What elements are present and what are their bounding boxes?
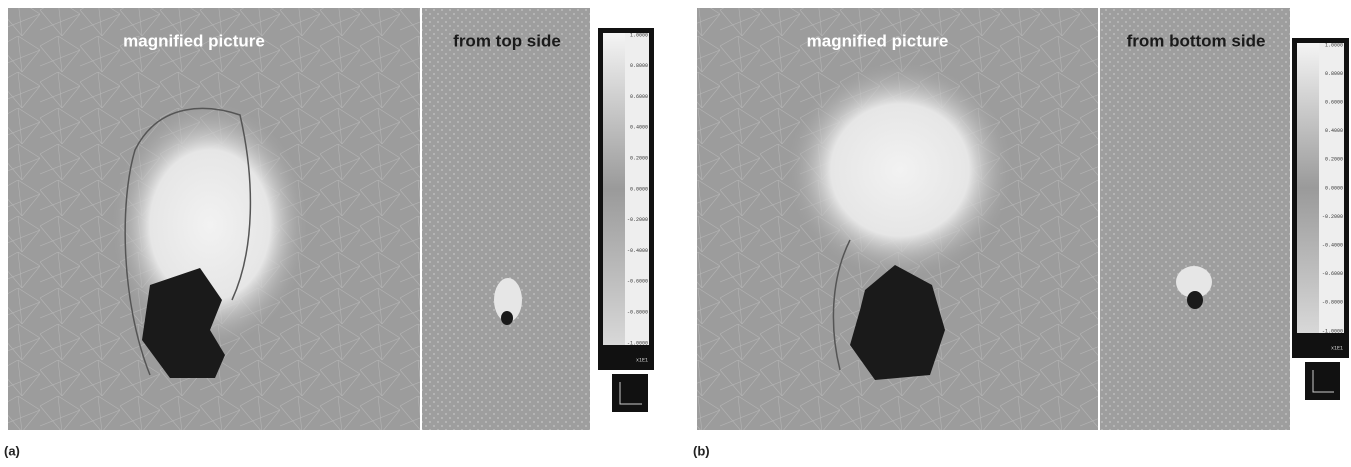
- mesh-image-right: [422, 8, 590, 430]
- colorbar-tick-label: -0.6000: [627, 279, 648, 285]
- colorbar-tick-label: -1.0000: [1322, 328, 1343, 334]
- stress-region: [785, 60, 1015, 280]
- colorbar-tick-label: -0.8000: [627, 310, 648, 316]
- damaged-region-small: [501, 311, 513, 325]
- colorbar-gradient: [603, 33, 625, 345]
- colorbar-tick-label: 0.0000: [1325, 185, 1343, 191]
- right-caption: from bottom side: [1127, 31, 1266, 50]
- axis-icon: [1305, 362, 1340, 400]
- colorbar-tick-label: -0.6000: [1322, 271, 1343, 277]
- colorbar-tick-label: 1.0000: [1325, 42, 1343, 48]
- colorbar-exponent: x1E1: [1331, 345, 1343, 351]
- colorbar-tick-label: -1.0000: [627, 340, 648, 346]
- colorbar-tick-label: 0.6000: [1325, 100, 1343, 106]
- damaged-region-small: [1187, 291, 1203, 309]
- colorbar-tick-label: -0.4000: [1322, 243, 1343, 249]
- colorbar-tick-label: -0.2000: [1322, 214, 1343, 220]
- colorbar-tick-label: -0.2000: [627, 217, 648, 223]
- colorbar-tick-label: 1.0000: [630, 32, 648, 38]
- colorbar-exponent: x1E1: [636, 357, 648, 363]
- colorbar-tick-label: 0.0000: [630, 186, 648, 192]
- colorbar-tick-label: 0.4000: [630, 125, 648, 131]
- colorbar-tick-label: -0.8000: [1322, 300, 1343, 306]
- figure: magnified picture from top side 1.0000 0.80…: [0, 0, 1351, 462]
- right-caption: from top side: [453, 31, 561, 50]
- left-caption: magnified picture: [807, 31, 949, 50]
- panel: magnified picture from bottom side 1.0000 0…: [693, 8, 1349, 458]
- colorbar-tick-label: 0.2000: [630, 156, 648, 162]
- mesh-image-right: [1100, 8, 1290, 430]
- panel-label: (b): [693, 443, 710, 458]
- colorbar-tick-label: 0.4000: [1325, 128, 1343, 134]
- axis-icon: [612, 374, 648, 412]
- colorbar-tick-label: -0.4000: [627, 248, 648, 254]
- colorbar-tick-label: 0.8000: [630, 63, 648, 69]
- panel: magnified picture from top side 1.0000 0.80…: [4, 8, 654, 458]
- colorbar-gradient: [1297, 43, 1319, 333]
- colorbar-tick-label: 0.6000: [630, 94, 648, 100]
- colorbar-tick-label: 0.2000: [1325, 157, 1343, 163]
- panel-label: (a): [4, 443, 20, 458]
- left-caption: magnified picture: [123, 31, 265, 50]
- colorbar-tick-label: 0.8000: [1325, 71, 1343, 77]
